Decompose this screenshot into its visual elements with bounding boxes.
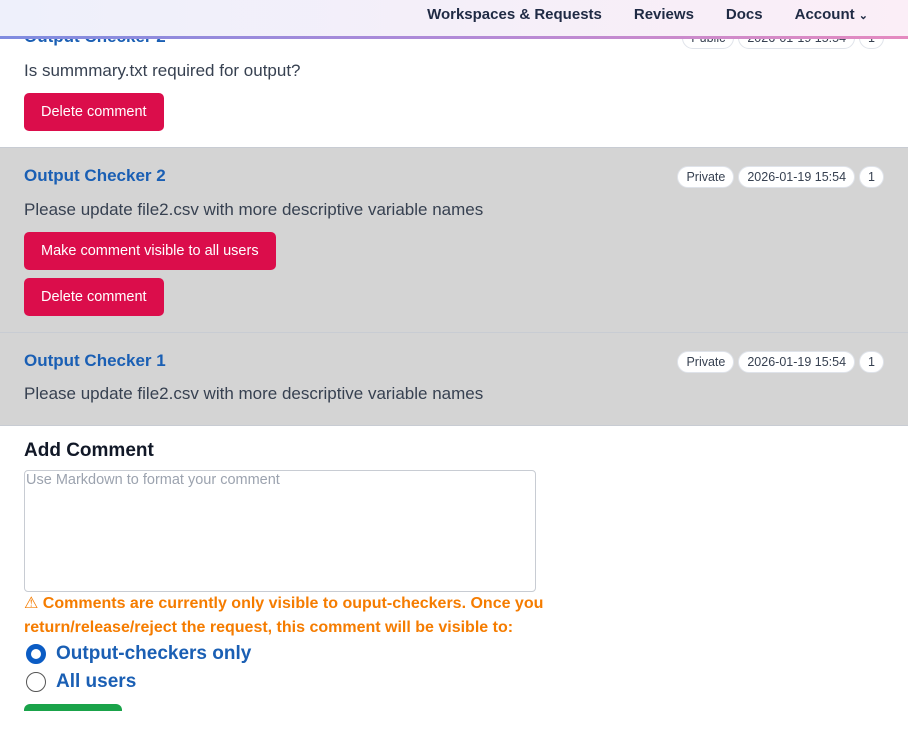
top-nav-bar: Workspaces & Requests Reviews Docs Accou…	[0, 0, 908, 36]
header-divider	[0, 36, 908, 39]
nav-menu: Workspaces & Requests Reviews Docs Accou…	[427, 0, 868, 28]
nav-reviews[interactable]: Reviews	[633, 5, 694, 23]
visibility-badge: Private	[677, 351, 735, 373]
delete-comment-button[interactable]: Delete comment	[24, 278, 164, 316]
radio-label: All users	[56, 671, 137, 692]
radio-unselected-icon	[26, 672, 46, 692]
nav-workspaces-requests[interactable]: Workspaces & Requests	[427, 5, 602, 23]
visibility-badge: Private	[677, 166, 735, 188]
nav-account-label: Account	[794, 5, 855, 23]
comment-author: Output Checker 2	[24, 166, 166, 185]
comment-text: Please update file2.csv with more descri…	[24, 200, 484, 219]
comment-text: Please update file2.csv with more descri…	[24, 384, 484, 403]
chevron-down-icon: ⌄	[858, 9, 868, 22]
radio-all-users[interactable]: All users	[26, 671, 136, 693]
add-comment-title: Add Comment	[24, 440, 154, 461]
comment-text: Is summmary.txt required for output?	[24, 61, 301, 80]
nav-account[interactable]: Account ⌄	[795, 6, 868, 23]
warning-text: Comments are currently only visible to o…	[24, 595, 544, 636]
nav-docs[interactable]: Docs	[725, 5, 763, 23]
comment-item: Output Checker 1 Private 2026-01-19 15:5…	[0, 333, 908, 426]
submit-comment-button[interactable]	[24, 704, 122, 711]
round-badge: 1	[859, 351, 884, 373]
comment-author: Output Checker 1	[24, 351, 166, 370]
radio-label: Output-checkers only	[56, 643, 252, 664]
comment-input[interactable]	[24, 470, 536, 592]
timestamp-badge: 2026-01-19 15:54	[738, 351, 856, 373]
make-visible-button[interactable]: Make comment visible to all users	[24, 232, 276, 270]
timestamp-badge: 2026-01-19 15:54	[738, 166, 856, 188]
comment-item: Output Checker 2 Private 2026-01-19 15:5…	[0, 148, 908, 333]
round-badge: 1	[859, 166, 884, 188]
delete-comment-button[interactable]: Delete comment	[24, 93, 164, 131]
warning-icon: ⚠	[24, 595, 39, 612]
radio-selected-icon	[26, 644, 46, 664]
visibility-warning: ⚠ Comments are currently only visible to…	[24, 592, 544, 640]
radio-output-checkers-only[interactable]: Output-checkers only	[26, 643, 251, 665]
